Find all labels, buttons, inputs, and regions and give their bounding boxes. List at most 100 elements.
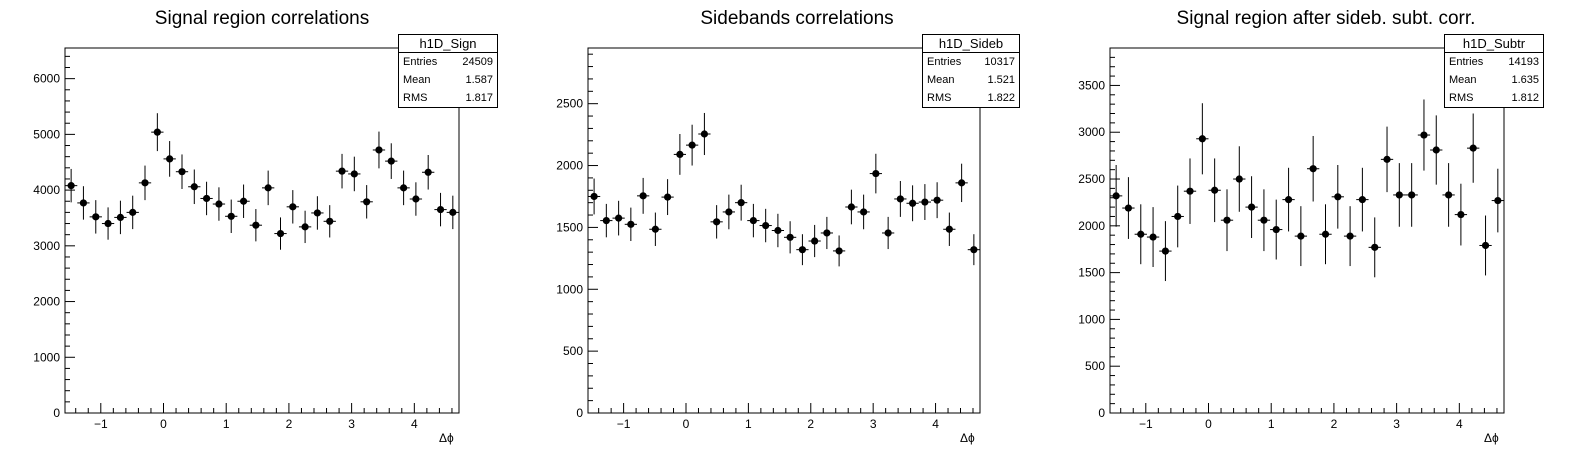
x-tick-label: 3 <box>1393 417 1400 431</box>
data-point <box>771 213 785 248</box>
marker <box>847 203 855 211</box>
data-point <box>1454 183 1468 246</box>
data-point <box>446 195 459 230</box>
marker <box>1211 186 1219 194</box>
data-point <box>869 153 882 194</box>
y-tick-label: 2000 <box>556 159 583 173</box>
data-point <box>1368 217 1381 278</box>
data-point <box>612 200 625 236</box>
marker <box>1457 210 1465 219</box>
marker <box>835 247 843 255</box>
data-point <box>722 194 735 230</box>
pad-sidebands: Sidebands correlations 0 500 1000 1500 2000 2… <box>532 0 1064 472</box>
stats-label: Entries <box>927 56 962 68</box>
x-axis-label: Δϕ <box>439 431 454 445</box>
marker <box>1161 247 1170 255</box>
data-point <box>434 192 447 227</box>
marker <box>400 184 408 192</box>
data-point <box>77 186 90 220</box>
stats-label: Mean <box>403 74 431 86</box>
x-tick-label: 4 <box>1456 417 1463 431</box>
data-point <box>175 154 189 189</box>
data-point <box>1479 215 1492 276</box>
data-point <box>1417 99 1431 171</box>
data-point <box>138 165 152 201</box>
y-tick-label: 6000 <box>33 72 60 86</box>
data-point <box>894 181 907 217</box>
marker <box>67 182 75 190</box>
marker <box>811 237 819 245</box>
data-point <box>262 170 275 206</box>
data-point <box>906 185 919 222</box>
marker <box>1137 230 1145 238</box>
stats-value: 1.812 <box>1511 92 1539 104</box>
x-tick-label: 2 <box>286 417 293 431</box>
data-point <box>600 203 613 238</box>
data-point <box>673 133 687 175</box>
y-tick-label: 500 <box>1085 359 1105 373</box>
marker <box>1420 131 1428 139</box>
marker <box>749 217 757 225</box>
marker <box>1395 191 1403 199</box>
data-point <box>1109 164 1123 227</box>
data-point <box>1220 189 1234 252</box>
stats-label: Entries <box>403 56 438 68</box>
data-point <box>857 194 870 230</box>
histogram-plot: 0 1000 2000 3000 4000 5000 6000 −1 0 1 2 3 4 <box>33 47 460 431</box>
marker <box>79 199 88 207</box>
data-point <box>286 190 299 224</box>
data-point <box>820 216 833 250</box>
marker <box>1321 230 1330 238</box>
data-point <box>1122 177 1135 239</box>
data-point <box>661 179 674 216</box>
marker <box>338 167 346 175</box>
stats-label: Entries <box>1449 56 1484 68</box>
marker <box>786 233 794 241</box>
marker <box>1124 204 1133 212</box>
y-tick-label: 2000 <box>33 295 60 309</box>
data-point <box>1331 164 1344 229</box>
chart-title: Signal region correlations <box>154 8 370 29</box>
stats-label: RMS <box>927 92 952 104</box>
stats-row-rms: RMS 1.817 <box>399 89 497 107</box>
data-point <box>747 203 760 238</box>
plot-frame <box>64 47 460 414</box>
data-point <box>1405 163 1418 227</box>
marker <box>153 128 161 136</box>
data-point <box>422 154 435 190</box>
marker <box>1297 232 1305 240</box>
marker <box>141 179 149 187</box>
x-axis-label: Δϕ <box>1484 431 1499 445</box>
data-point <box>967 234 980 266</box>
marker <box>1346 232 1354 240</box>
marker <box>676 150 684 159</box>
stats-row-rms: RMS 1.812 <box>1445 89 1543 107</box>
data-point <box>163 141 176 177</box>
data-point <box>1343 206 1357 267</box>
marker <box>104 219 112 228</box>
y-tick-label: 5000 <box>33 127 60 141</box>
marker <box>1309 165 1317 173</box>
marker <box>375 146 383 154</box>
chart-title: Sidebands correlations <box>700 8 894 29</box>
marker <box>663 193 672 201</box>
data-point <box>759 208 772 243</box>
data-point <box>114 200 127 235</box>
data-point <box>1294 206 1308 267</box>
y-tick-label: 1000 <box>1078 312 1105 326</box>
marker <box>1235 175 1243 183</box>
marker <box>1260 216 1268 224</box>
marker <box>1494 196 1502 205</box>
data-point <box>1282 167 1295 232</box>
y-tick-label: 1500 <box>1078 266 1105 280</box>
data-point <box>298 210 312 244</box>
stats-label: Mean <box>927 74 955 86</box>
data-point <box>64 168 78 203</box>
marker <box>1469 144 1477 152</box>
data-point <box>348 156 361 192</box>
x-tick-label: 0 <box>683 417 690 431</box>
data-point <box>808 224 821 258</box>
marker <box>436 206 445 214</box>
marker <box>958 179 966 187</box>
marker <box>1371 243 1379 251</box>
